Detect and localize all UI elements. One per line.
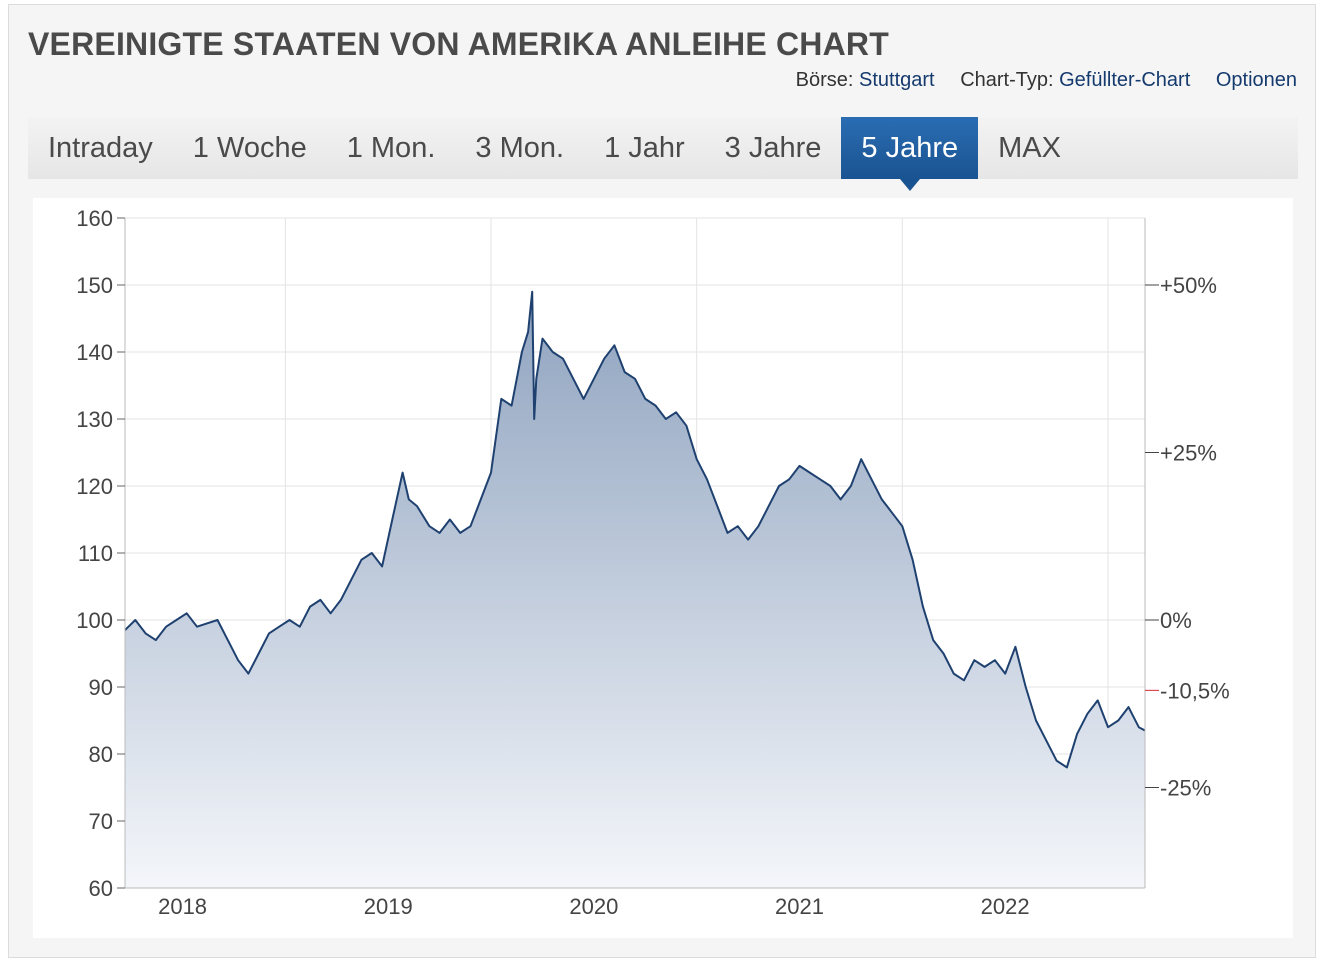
y-tick-label: 100 <box>76 608 113 633</box>
tab-label: 3 Mon. <box>475 131 565 164</box>
chart-type-select-link[interactable]: Gefüllter-Chart <box>1059 69 1191 91</box>
y-tick-label: 80 <box>89 742 113 767</box>
series-area <box>125 291 1145 888</box>
tab-1-woche[interactable]: 1 Woche <box>173 117 327 179</box>
x-tick-label: 2020 <box>569 894 618 919</box>
exchange-label: Börse: <box>795 69 854 91</box>
tab-label: 3 Jahre <box>724 131 822 164</box>
y-tick-label: 140 <box>76 340 113 365</box>
y-tick-label: 110 <box>78 541 113 566</box>
tab-label: 1 Mon. <box>346 131 436 164</box>
x-tick-label: 2022 <box>981 894 1030 919</box>
chart-type-label: Chart-Typ: <box>960 69 1054 91</box>
y-tick-label: 70 <box>89 809 113 834</box>
tab-1-mon[interactable]: 1 Mon. <box>327 117 456 179</box>
chart-controls: Börse: Stuttgart Chart-Typ: Gefüllter-Ch… <box>796 69 1297 92</box>
series-line <box>124 290 1146 769</box>
exchange-select-link[interactable]: Stuttgart <box>859 69 935 91</box>
options-link[interactable]: Optionen <box>1215 69 1297 91</box>
tab-label: 1 Woche <box>192 131 307 164</box>
y-tick-label: 60 <box>89 876 113 901</box>
tab-label: 1 Jahr <box>604 131 685 164</box>
x-tick-label: 2021 <box>775 894 824 919</box>
price-chart-svg: 160 150 140 130 120 110 100 90 80 70 60 2018 2019 202… <box>76 206 1230 919</box>
tab-label: MAX <box>998 131 1061 164</box>
page-title: VEREINIGTE STAATEN VON AMERIKA ANLEIHE C… <box>28 26 889 62</box>
right-tick-label: +25% <box>1160 441 1217 466</box>
chart-area: 160 150 140 130 120 110 100 90 80 70 60 2018 2019 202… <box>33 198 1293 938</box>
y-tick-label: 160 <box>76 206 113 231</box>
x-tick-label: 2018 <box>158 894 207 919</box>
tab-label: Intraday <box>48 131 153 164</box>
tab-3-mon[interactable]: 3 Mon. <box>455 117 584 179</box>
tab-1-jahr[interactable]: 1 Jahr <box>584 117 705 179</box>
right-tick-label: -10,5% <box>1160 678 1230 703</box>
tab-intraday[interactable]: Intraday <box>28 117 173 179</box>
y-tick-label: 90 <box>89 675 113 700</box>
tab-max[interactable]: MAX <box>978 117 1081 179</box>
right-tick-label: -25% <box>1160 776 1211 801</box>
timeframe-tabs: Intraday 1 Woche 1 Mon. 3 Mon. 1 Jahr 3 … <box>28 117 1298 191</box>
y-tick-label: 130 <box>76 407 113 432</box>
y-tick-label: 120 <box>76 474 113 499</box>
right-tick-label: 0% <box>1160 608 1192 633</box>
right-tick-label: +50% <box>1160 273 1217 298</box>
tab-label: 5 Jahre <box>861 131 959 164</box>
x-tick-label: 2019 <box>364 894 413 919</box>
tab-5-jahre[interactable]: 5 Jahre <box>841 117 979 191</box>
tab-3-jahre[interactable]: 3 Jahre <box>705 117 842 179</box>
y-tick-label: 150 <box>76 273 113 298</box>
